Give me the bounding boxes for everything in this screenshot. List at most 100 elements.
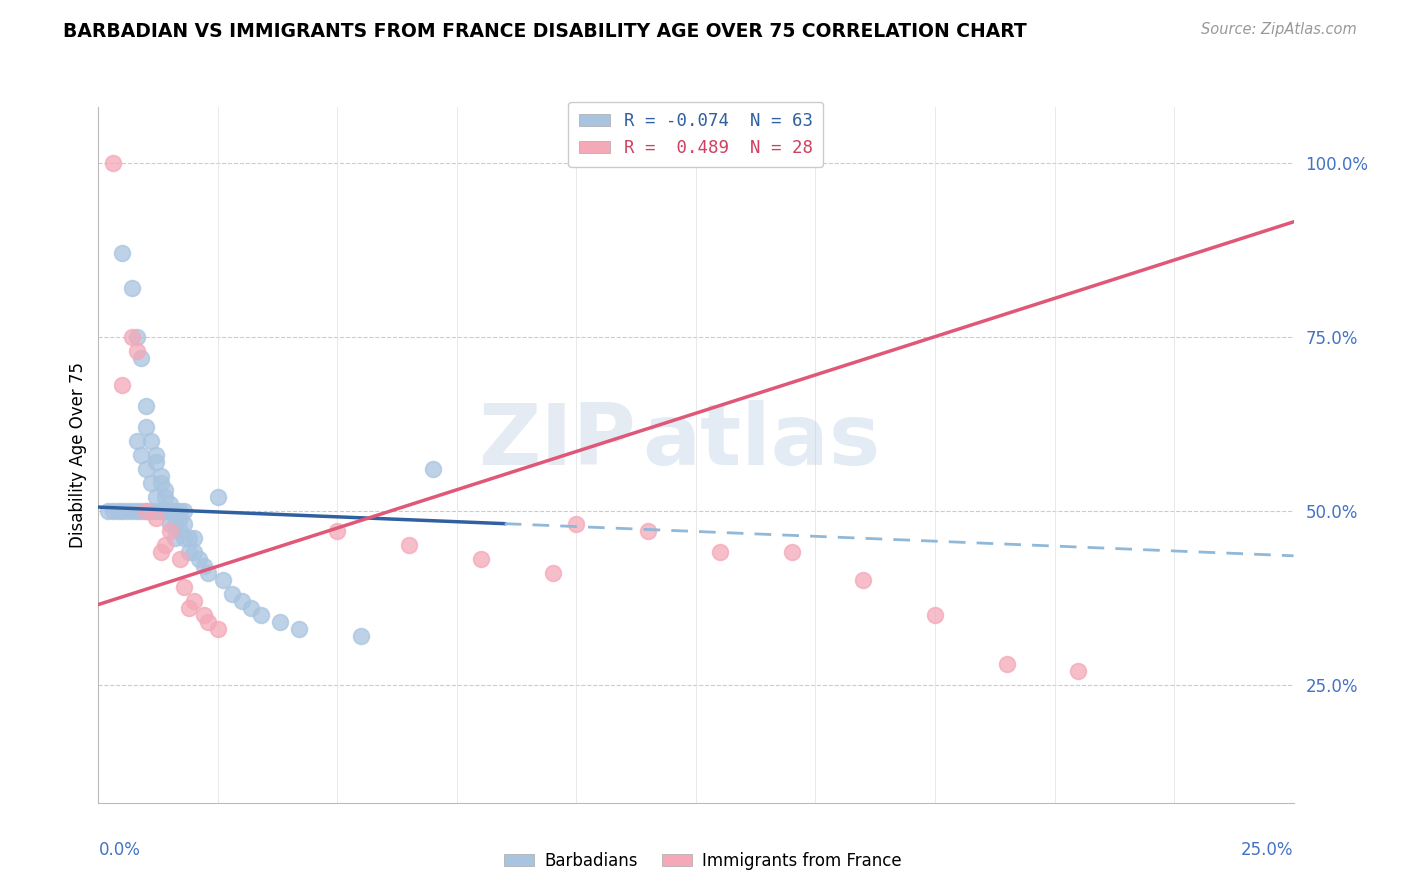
Point — [173, 517, 195, 532]
Point — [135, 503, 157, 517]
Point — [169, 552, 191, 566]
Point — [155, 503, 177, 517]
Point — [139, 475, 162, 490]
Legend: R = -0.074  N = 63, R =  0.489  N = 28: R = -0.074 N = 63, R = 0.489 N = 28 — [568, 102, 824, 168]
Point — [183, 594, 205, 608]
Point — [169, 503, 191, 517]
Point — [197, 566, 219, 581]
Point — [183, 545, 205, 559]
Point — [155, 483, 177, 497]
Point — [169, 510, 191, 524]
Point — [149, 468, 172, 483]
Point — [211, 573, 233, 587]
Point — [131, 351, 153, 365]
Point — [350, 629, 373, 643]
Point — [852, 573, 875, 587]
Point — [1067, 664, 1090, 678]
Point — [470, 552, 492, 566]
Point — [565, 517, 588, 532]
Point — [131, 503, 153, 517]
Point — [149, 503, 172, 517]
Point — [107, 503, 129, 517]
Text: ZIP: ZIP — [478, 400, 637, 483]
Text: 0.0%: 0.0% — [98, 841, 141, 859]
Point — [207, 490, 229, 504]
Text: atlas: atlas — [643, 400, 880, 483]
Text: BARBADIAN VS IMMIGRANTS FROM FRANCE DISABILITY AGE OVER 75 CORRELATION CHART: BARBADIAN VS IMMIGRANTS FROM FRANCE DISA… — [63, 22, 1026, 41]
Point — [995, 657, 1018, 671]
Legend: Barbadians, Immigrants from France: Barbadians, Immigrants from France — [498, 846, 908, 877]
Point — [159, 497, 181, 511]
Point — [139, 503, 162, 517]
Point — [149, 545, 172, 559]
Point — [173, 503, 195, 517]
Point — [135, 399, 157, 413]
Point — [149, 503, 172, 517]
Point — [422, 462, 444, 476]
Text: Source: ZipAtlas.com: Source: ZipAtlas.com — [1201, 22, 1357, 37]
Point — [398, 538, 420, 552]
Point — [288, 622, 311, 636]
Point — [269, 615, 291, 629]
Point — [163, 503, 186, 517]
Point — [179, 532, 201, 546]
Point — [193, 607, 215, 622]
Point — [924, 607, 946, 622]
Point — [250, 607, 273, 622]
Point — [163, 503, 186, 517]
Point — [221, 587, 243, 601]
Point — [121, 329, 143, 343]
Point — [155, 490, 177, 504]
Point — [125, 329, 148, 343]
Text: 25.0%: 25.0% — [1241, 841, 1294, 859]
Point — [159, 503, 181, 517]
Point — [173, 532, 195, 546]
Point — [179, 545, 201, 559]
Point — [139, 434, 162, 448]
Point — [115, 503, 138, 517]
Point — [125, 434, 148, 448]
Point — [135, 503, 157, 517]
Point — [193, 559, 215, 574]
Point — [97, 503, 120, 517]
Point — [125, 503, 148, 517]
Point — [145, 503, 167, 517]
Point — [780, 545, 803, 559]
Point — [111, 378, 134, 392]
Point — [159, 517, 181, 532]
Point — [145, 455, 167, 469]
Point — [173, 580, 195, 594]
Point — [111, 246, 134, 260]
Point — [121, 281, 143, 295]
Point — [131, 448, 153, 462]
Point — [183, 532, 205, 546]
Point — [326, 524, 349, 539]
Point — [187, 552, 209, 566]
Point — [169, 524, 191, 539]
Point — [111, 503, 134, 517]
Point — [179, 601, 201, 615]
Point — [135, 420, 157, 434]
Point — [163, 517, 186, 532]
Point — [145, 490, 167, 504]
Point — [155, 538, 177, 552]
Point — [637, 524, 659, 539]
Point — [709, 545, 731, 559]
Point — [240, 601, 263, 615]
Point — [207, 622, 229, 636]
Point — [101, 155, 124, 169]
Point — [197, 615, 219, 629]
Point — [121, 503, 143, 517]
Point — [163, 532, 186, 546]
Point — [101, 503, 124, 517]
Point — [159, 524, 181, 539]
Point — [541, 566, 564, 581]
Point — [135, 462, 157, 476]
Point — [231, 594, 253, 608]
Point — [149, 475, 172, 490]
Point — [145, 510, 167, 524]
Point — [125, 343, 148, 358]
Point — [159, 503, 181, 517]
Y-axis label: Disability Age Over 75: Disability Age Over 75 — [69, 362, 87, 548]
Point — [145, 448, 167, 462]
